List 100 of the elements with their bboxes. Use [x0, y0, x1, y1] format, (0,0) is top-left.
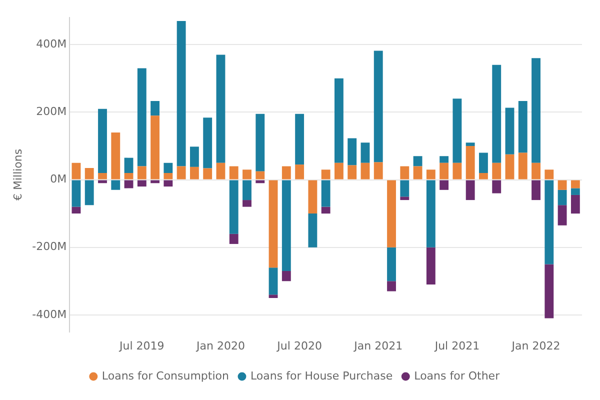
bar: [426, 247, 436, 284]
bar: [544, 264, 554, 318]
bar: [426, 170, 436, 180]
bar: [268, 268, 278, 295]
bar: [268, 180, 278, 268]
bar: [282, 270, 291, 282]
bar: [518, 152, 528, 180]
y-tick-label: 200M: [36, 105, 67, 118]
bar: [190, 146, 199, 167]
bar: [532, 162, 540, 180]
bar: [334, 78, 344, 163]
bar: [440, 162, 449, 180]
bar: [282, 180, 291, 271]
bar: [242, 170, 252, 180]
x-tick-label: Jan 2022: [510, 339, 560, 352]
x-tick-label: Jul 2020: [276, 339, 322, 352]
bar: [400, 166, 410, 180]
bar: [466, 146, 475, 180]
bar: [137, 166, 146, 180]
bar: [295, 164, 304, 180]
bar: [452, 98, 462, 163]
bar: [124, 180, 134, 188]
bar: [400, 196, 410, 200]
bar: [72, 206, 81, 214]
bar: [400, 180, 410, 197]
bar: [268, 294, 278, 298]
bar: [256, 114, 265, 172]
bar: [426, 180, 436, 248]
bar: [84, 180, 94, 206]
bar: [150, 101, 160, 116]
bar: [374, 50, 383, 162]
bar: [518, 101, 528, 153]
bar: [570, 188, 580, 195]
bar: [164, 180, 173, 187]
bar: [84, 168, 94, 180]
bar: [360, 162, 370, 180]
bar: [558, 180, 567, 190]
bar: [229, 180, 238, 234]
y-axis-title: € Millions: [11, 148, 24, 201]
bar: [558, 205, 567, 226]
bar: [570, 180, 580, 188]
bar: [321, 170, 330, 180]
bar: [308, 180, 318, 214]
bar: [348, 138, 357, 166]
bar: [137, 68, 146, 166]
legend-label: Loans for Consumption: [102, 369, 230, 382]
bar: [242, 180, 252, 200]
bar: [492, 64, 502, 163]
bar: [440, 156, 449, 163]
bar: [505, 154, 514, 180]
bar: [216, 162, 226, 180]
bar: [452, 162, 462, 180]
bar: [242, 200, 252, 207]
bar: [176, 166, 186, 180]
bar: [164, 162, 173, 174]
bar: [282, 166, 291, 180]
bar: [532, 58, 540, 163]
bar: [190, 166, 199, 180]
bar: [164, 173, 173, 180]
bar: [295, 114, 304, 165]
bar: [505, 108, 514, 154]
y-tick-label: -200M: [32, 240, 67, 254]
bar: [544, 170, 554, 180]
bar: [150, 116, 160, 180]
bar: [229, 166, 238, 180]
bar: [308, 214, 318, 248]
x-tick-label: Jan 2021: [353, 339, 403, 352]
bar: [203, 168, 212, 180]
bar: [387, 281, 396, 292]
bar: [570, 194, 580, 214]
y-tick-label: 400M: [36, 37, 67, 50]
bar: [72, 180, 81, 207]
bar: [72, 162, 81, 180]
bar: [479, 173, 488, 180]
bar: [413, 156, 422, 166]
legend-label: Loans for House Purchase: [250, 369, 393, 382]
bar: [203, 118, 212, 168]
bar: [321, 180, 330, 207]
bar: [98, 108, 107, 174]
x-tick-label: Jul 2021: [434, 339, 480, 352]
y-tick-label: 0M: [50, 172, 67, 186]
bar: [440, 180, 449, 190]
bar: [466, 180, 475, 200]
bar: [479, 152, 488, 174]
bar: [229, 234, 238, 244]
bar: [334, 162, 344, 180]
bar: [176, 20, 186, 166]
y-tick-label: -400M: [32, 308, 67, 321]
bar: [492, 162, 502, 180]
bar: [256, 171, 265, 180]
legend-label: Loans for Other: [414, 369, 500, 382]
bar: [360, 142, 370, 163]
bar: [348, 165, 357, 180]
bar: [413, 166, 422, 180]
bar: [558, 190, 567, 206]
x-tick-label: Jan 2020: [196, 339, 245, 352]
bar: [111, 132, 120, 180]
bar: [387, 180, 396, 248]
bar: [387, 247, 396, 282]
bar: [124, 158, 134, 174]
